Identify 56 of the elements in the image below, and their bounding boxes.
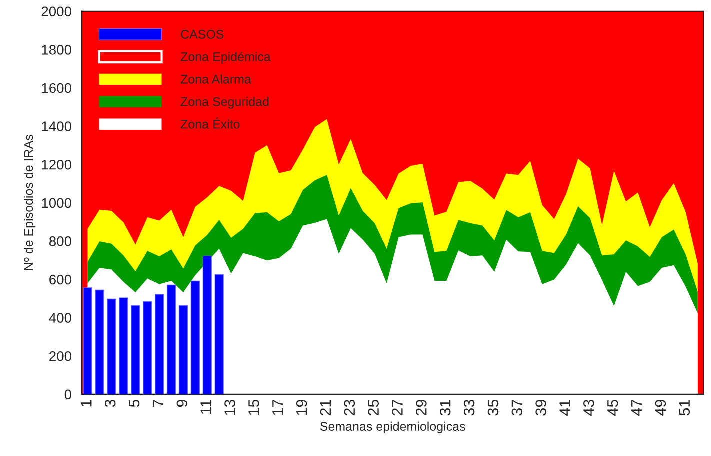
x-tick-label: 49 bbox=[655, 400, 666, 416]
y-tick-label: 200 bbox=[50, 351, 72, 362]
x-axis-title: Semanas epidemiologicas bbox=[320, 422, 466, 434]
x-tick-label: 31 bbox=[440, 400, 451, 416]
bar bbox=[143, 301, 152, 394]
bar bbox=[190, 280, 200, 394]
x-tick-label: 43 bbox=[584, 400, 594, 416]
y-tick-label: 1800 bbox=[42, 45, 72, 55]
x-tick-label: 51 bbox=[679, 400, 690, 416]
y-tick-label: 800 bbox=[49, 236, 72, 246]
x-tick-label: 19 bbox=[296, 400, 308, 416]
x-tick-label: 17 bbox=[272, 400, 284, 416]
x-tick-label: 5 bbox=[129, 400, 140, 408]
bar bbox=[166, 284, 176, 394]
bar bbox=[107, 298, 116, 394]
legend-label: Zona Éxito bbox=[180, 118, 240, 129]
x-tick-label: 33 bbox=[464, 400, 475, 416]
y-tick-label: 1000 bbox=[42, 198, 72, 208]
legend-label: Zona Alarma bbox=[180, 74, 252, 84]
x-tick-label: 25 bbox=[368, 400, 379, 416]
bar bbox=[214, 274, 224, 394]
bar bbox=[154, 294, 164, 394]
x-tick-label: 23 bbox=[344, 400, 356, 416]
y-tick-label: 1400 bbox=[42, 122, 72, 132]
x-tick-label: 47 bbox=[632, 400, 642, 416]
y-axis-title: Nº de Episodios de IRAs bbox=[24, 135, 36, 270]
bar bbox=[83, 288, 92, 394]
bar bbox=[178, 305, 188, 394]
y-tick-label: 400 bbox=[49, 313, 72, 323]
x-tick-label: 21 bbox=[320, 400, 331, 416]
legend-label: CASOS bbox=[181, 30, 224, 39]
y-tick-label: 0 bbox=[64, 390, 72, 400]
x-tick-label: 27 bbox=[392, 400, 403, 416]
x-tick-label: 29 bbox=[416, 400, 427, 416]
x-tick-label: 7 bbox=[152, 400, 164, 408]
x-tick-label: 3 bbox=[104, 400, 116, 408]
x-tick-label: 1 bbox=[81, 400, 92, 407]
y-tick-label: 1200 bbox=[42, 160, 72, 170]
x-tick-label: 37 bbox=[512, 400, 523, 416]
bar bbox=[95, 290, 104, 394]
bar bbox=[202, 256, 212, 394]
x-tick-label: 45 bbox=[608, 400, 618, 416]
x-tick-label: 13 bbox=[224, 400, 236, 416]
x-tick-label: 39 bbox=[536, 400, 546, 416]
y-tick-label: 2000 bbox=[42, 6, 72, 17]
y-tick-label: 600 bbox=[50, 274, 72, 285]
x-tick-label: 11 bbox=[200, 400, 212, 414]
x-tick-label: 41 bbox=[560, 400, 570, 416]
bar bbox=[119, 298, 128, 394]
bar bbox=[131, 305, 140, 394]
x-tick-label: 15 bbox=[248, 400, 260, 416]
y-tick-label: 1600 bbox=[42, 83, 72, 94]
legend-label: Zona Seguridad bbox=[180, 97, 269, 109]
x-tick-label: 9 bbox=[176, 400, 188, 408]
band-label: Zona Epidémica bbox=[180, 52, 271, 64]
x-tick-label: 35 bbox=[488, 400, 499, 416]
